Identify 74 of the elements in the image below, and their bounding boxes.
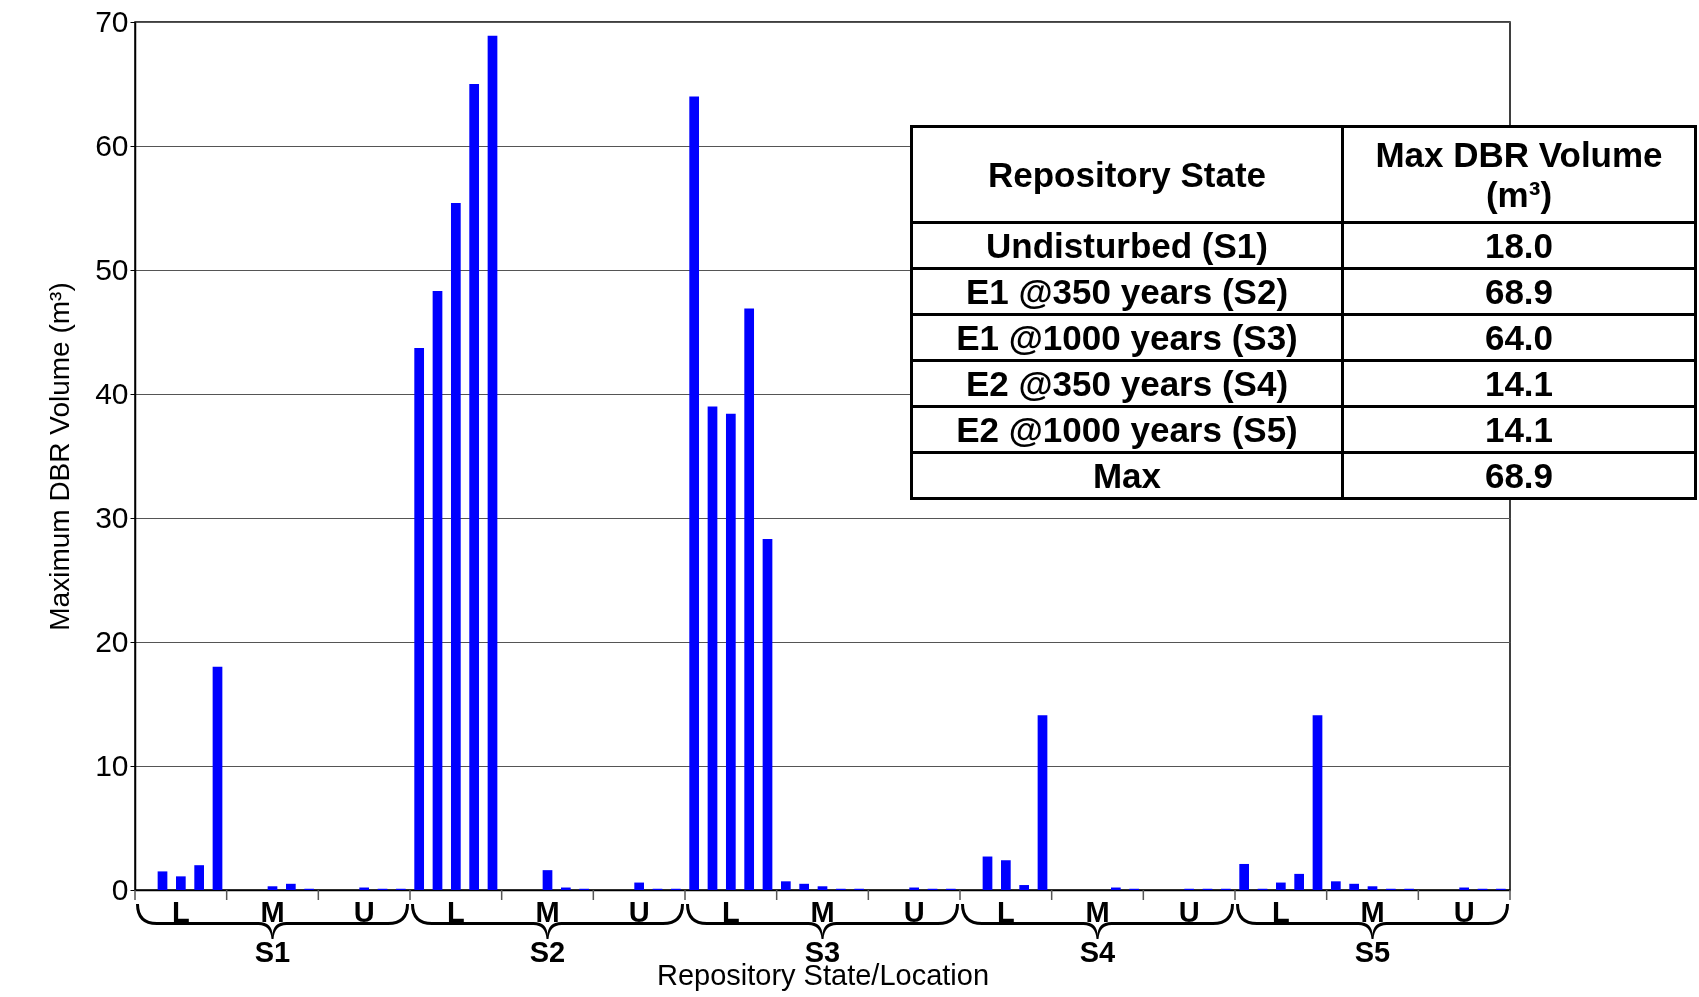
bar — [689, 96, 700, 890]
x-tick-label: U — [353, 895, 375, 928]
annotation: E1 @350 years (S2) — [911, 268, 1343, 315]
text: S5 — [1354, 936, 1391, 969]
y-tick-label: 30 — [95, 500, 129, 534]
x-tick-label: U — [1178, 895, 1200, 928]
bar — [267, 886, 278, 890]
bar — [212, 666, 223, 890]
bar — [1367, 886, 1378, 890]
bar — [432, 291, 443, 890]
bar — [285, 883, 296, 890]
bar — [982, 856, 993, 890]
bar — [1330, 881, 1341, 890]
bar — [175, 876, 186, 890]
x-tick-label: M — [810, 895, 835, 928]
y-tick-label: 70 — [95, 4, 129, 38]
x-tick-label: M — [1360, 895, 1385, 928]
bar — [1312, 715, 1323, 890]
annotation: 68.9 — [1342, 268, 1696, 315]
x-tick-label: U — [628, 895, 650, 928]
bar — [1294, 873, 1305, 890]
y-tick-label: 20 — [95, 624, 129, 658]
x-tick-label: M — [260, 895, 285, 928]
text: S4 — [1079, 936, 1116, 969]
y-axis-title: Maximum DBR Volume (m³) — [44, 282, 76, 631]
x-tick-label: M — [535, 895, 560, 928]
annotation: 14.1 — [1342, 360, 1696, 407]
bar — [799, 883, 810, 890]
annotation: 14.1 — [1342, 406, 1696, 453]
y-tick-label: 40 — [95, 376, 129, 410]
annotation: 68.9 — [1342, 452, 1696, 499]
y-tick-label: 10 — [95, 748, 129, 782]
x-tick-label: L — [721, 895, 740, 928]
annotation: Max — [911, 452, 1343, 499]
bar — [1275, 882, 1286, 890]
annotation: 18.0 — [1342, 222, 1696, 269]
annotation: E2 @1000 years (S5) — [911, 406, 1343, 453]
x-tick-label: L — [996, 895, 1015, 928]
annotation: Undisturbed (S1) — [911, 222, 1343, 269]
bar — [707, 406, 718, 890]
bar — [725, 413, 736, 890]
bar — [1019, 885, 1030, 890]
bar — [1000, 860, 1011, 890]
bar — [157, 871, 168, 890]
text: S1 — [254, 936, 291, 969]
x-tick-label: U — [903, 895, 925, 928]
x-tick-label: L — [446, 895, 465, 928]
x-tick-label: M — [1085, 895, 1110, 928]
x-tick-label: U — [1453, 895, 1475, 928]
bar — [487, 35, 498, 890]
bar — [1037, 715, 1048, 890]
bar — [634, 882, 645, 890]
bar — [542, 870, 553, 890]
annotation: Max DBR Volume (m³) — [1342, 126, 1696, 223]
annotation: Repository State — [911, 126, 1343, 223]
bar — [744, 308, 755, 890]
bar — [450, 203, 461, 890]
annotation: E1 @1000 years (S3) — [911, 314, 1343, 361]
y-tick-label: 60 — [95, 128, 129, 162]
bar — [469, 84, 480, 890]
bar — [194, 865, 205, 890]
bar — [1239, 863, 1250, 890]
annotation: 64.0 — [1342, 314, 1696, 361]
bar — [780, 881, 791, 890]
text: S2 — [529, 936, 566, 969]
y-tick-label: 0 — [111, 872, 129, 906]
bar — [414, 348, 425, 890]
bar — [762, 539, 773, 890]
y-tick-label: 50 — [95, 252, 129, 286]
bar — [817, 886, 828, 890]
bar — [1349, 883, 1360, 890]
annotation: E2 @350 years (S4) — [911, 360, 1343, 407]
x-tick-label: L — [1271, 895, 1290, 928]
x-tick-label: L — [171, 895, 190, 928]
